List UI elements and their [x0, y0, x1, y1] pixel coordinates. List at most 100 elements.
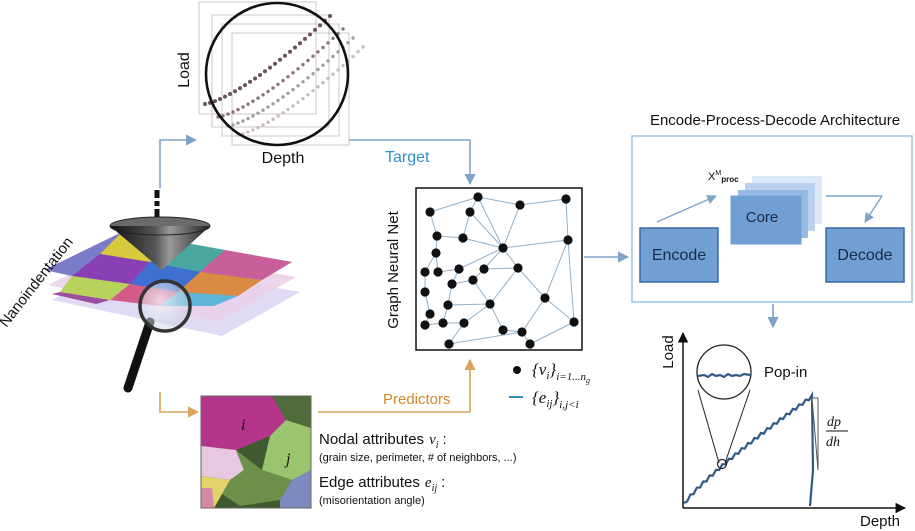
graph-node	[525, 339, 535, 349]
graph-node	[444, 339, 454, 349]
architecture-panel: Encode-Process-Decode Architecture Encod…	[631, 112, 913, 303]
curve-point	[291, 71, 295, 75]
graph-node	[425, 207, 435, 217]
encode-box	[639, 227, 719, 283]
slope-numerator: dp	[827, 415, 841, 430]
nanoindentation-illustration: Nanoindentation	[0, 190, 300, 393]
curve-point	[341, 27, 345, 31]
curve-point	[213, 99, 217, 104]
curve-point	[236, 107, 240, 112]
curve-point	[281, 95, 285, 99]
core-stack: Core	[730, 176, 822, 245]
curve-point	[286, 91, 290, 96]
curve-point	[276, 114, 280, 118]
result-ylabel: Load	[660, 335, 677, 368]
curve-point	[346, 41, 350, 45]
curve-point	[316, 67, 320, 72]
graph-edge	[483, 267, 519, 270]
curve-point	[233, 89, 237, 94]
curve-point	[266, 120, 270, 124]
edge-attr-title: Edge attributes	[319, 474, 420, 491]
edge-attr-var: e	[425, 475, 432, 491]
edge-attr-var-sub: ij	[432, 483, 438, 494]
curve-point	[328, 14, 332, 18]
slope-triangle	[811, 397, 819, 471]
legend-node-sub: i	[546, 370, 549, 382]
curve-point	[246, 130, 250, 134]
curve-point	[268, 65, 272, 70]
curve-point	[266, 89, 270, 94]
graph-node	[569, 317, 579, 327]
curve-point	[303, 36, 307, 41]
curve-point	[261, 123, 265, 127]
result-load-depth-plot: Load Depth dp dh Pop-in	[660, 331, 907, 530]
curve-point	[236, 121, 240, 125]
node-legend-dot-icon	[513, 366, 521, 374]
curve-point	[326, 76, 330, 81]
graph-nodes	[420, 192, 579, 349]
gnn-ylabel: Graph Neural Net	[385, 210, 402, 328]
graph-node	[465, 207, 475, 217]
curve-point	[286, 107, 290, 112]
curve-point	[241, 119, 245, 123]
edge-attr-colon: :	[441, 474, 445, 491]
process-loop-sup: M	[715, 170, 721, 177]
curve-point	[336, 68, 340, 72]
legend-edge-main: {e	[532, 388, 547, 407]
curve-point	[226, 112, 230, 116]
process-loop-label: X	[708, 171, 716, 183]
curve-point	[231, 123, 235, 127]
target-label: Target	[385, 149, 430, 166]
graph-edge	[447, 303, 491, 306]
arrow-predictors	[318, 358, 476, 413]
flow-arrows	[159, 134, 779, 418]
curve-point	[246, 102, 250, 106]
graph-node	[431, 248, 441, 258]
graph-edge	[519, 198, 567, 206]
curve-point	[296, 84, 300, 88]
zoom-connector-right	[724, 389, 751, 464]
slope-denominator: dh	[826, 435, 840, 450]
curve-point	[271, 102, 275, 106]
graph-node	[425, 309, 435, 319]
core-label: Core	[746, 209, 779, 226]
predictors-label: Predictors	[383, 391, 451, 408]
process-loop-sub: proc	[721, 175, 739, 184]
graph-edge	[489, 303, 504, 331]
curve-point	[293, 45, 297, 50]
svg-text:{eij}i,j<i: {eij}i,j<i	[532, 388, 579, 411]
legend-edge-range: i,j<i	[559, 399, 578, 411]
graph-edge	[472, 279, 491, 305]
curve-point	[263, 69, 267, 74]
curve-point	[283, 53, 287, 58]
curve-point	[361, 45, 365, 49]
curve-point	[261, 108, 265, 112]
graph-node	[468, 275, 478, 285]
popin-marker	[716, 458, 728, 470]
curve-point	[316, 50, 320, 54]
curve-point	[231, 110, 235, 114]
top-plot-ylabel: Load	[176, 52, 193, 88]
arrow-to-micro	[159, 392, 200, 418]
popin-zoom-curve	[697, 372, 751, 379]
curve-point	[238, 86, 242, 91]
magnifier-icon	[123, 279, 192, 393]
curve-point	[218, 97, 222, 101]
graph-node	[498, 243, 508, 253]
curve-point	[276, 98, 280, 103]
curve-point	[336, 50, 340, 54]
curve-point	[256, 125, 260, 130]
curve-point	[311, 54, 315, 58]
curve-point	[246, 116, 250, 121]
curve-point	[331, 36, 335, 41]
popin-zoom-circle	[696, 344, 752, 400]
graph-node	[498, 325, 508, 335]
curve-point	[253, 76, 257, 81]
attribute-descriptions: Nodal attributes vi: (grain size, perimet…	[319, 431, 516, 507]
curve-point	[278, 57, 282, 62]
zoom-connector-left	[697, 389, 720, 464]
graph-node	[454, 264, 464, 274]
top-load-depth-plot: Load Depth	[176, 1, 365, 167]
curve-point	[311, 89, 315, 93]
graph-edge	[429, 196, 479, 213]
